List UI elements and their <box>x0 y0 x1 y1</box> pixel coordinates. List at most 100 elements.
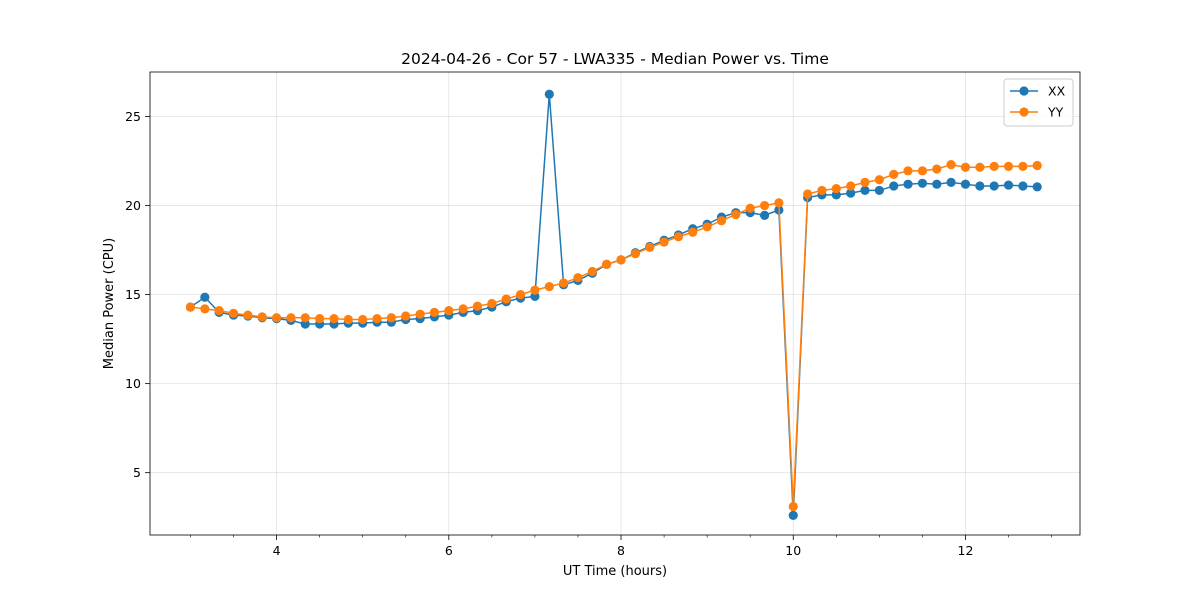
data-point-yy <box>645 242 655 253</box>
legend: XX YY <box>1003 78 1074 127</box>
data-point-yy <box>444 306 454 316</box>
y-tick-label: 10 <box>125 376 141 391</box>
data-point-xx <box>200 292 210 302</box>
y-axis-label: Median Power (CPU) <box>102 238 117 369</box>
data-point-yy <box>702 222 712 232</box>
data-point-xx <box>759 210 770 220</box>
data-point-xx <box>960 179 971 189</box>
data-point-yy <box>903 166 913 176</box>
data-point-yy <box>515 290 526 300</box>
data-point-yy <box>630 249 641 259</box>
x-axis-label: UT Time (hours) <box>563 564 667 579</box>
data-point-yy <box>458 304 468 314</box>
data-point-yy <box>558 278 569 288</box>
data-point-yy <box>315 314 325 324</box>
data-point-yy <box>228 308 239 318</box>
legend-marker-xx <box>1019 86 1029 96</box>
data-point-xx <box>1003 180 1014 190</box>
data-point-xx <box>975 181 985 191</box>
data-point-yy <box>774 198 784 208</box>
data-point-yy <box>472 301 483 311</box>
data-point-yy <box>1032 160 1042 171</box>
data-point-yy <box>487 298 497 309</box>
data-point-yy <box>200 304 210 314</box>
data-point-yy <box>271 313 282 323</box>
data-point-xx <box>917 178 928 188</box>
data-point-xx <box>860 185 870 196</box>
chart-title: 2024-04-26 - Cor 57 - LWA335 - Median Po… <box>401 50 829 68</box>
data-point-yy <box>401 311 411 321</box>
data-point-yy <box>415 309 425 319</box>
data-point-yy <box>759 200 770 211</box>
data-point-yy <box>214 306 224 316</box>
data-point-xx <box>889 181 899 191</box>
data-point-yy <box>846 181 856 191</box>
data-point-xx <box>544 89 554 99</box>
data-point-yy <box>386 313 396 323</box>
data-point-yy <box>673 232 684 242</box>
data-point-yy <box>329 314 339 324</box>
data-point-xx <box>946 177 956 188</box>
data-point-yy <box>932 164 942 174</box>
grid <box>150 72 1080 535</box>
data-point-yy <box>946 160 956 170</box>
plot-frame <box>149 71 1081 536</box>
data-point-yy <box>688 227 698 237</box>
data-point-yy <box>788 501 798 512</box>
data-point-yy <box>659 237 669 247</box>
legend-label-xx: XX <box>1048 84 1066 99</box>
axis-ticks: 4 6 8 10 12 5 10 15 20 25 <box>125 109 1052 558</box>
data-point-yy <box>530 285 540 295</box>
x-tick-label: 10 <box>785 543 801 558</box>
data-point-yy <box>960 162 971 172</box>
data-point-yy <box>343 314 353 325</box>
y-tick-label: 20 <box>125 198 141 213</box>
data-point-yy <box>501 294 511 304</box>
data-point-yy <box>1018 161 1028 171</box>
data-point-xx <box>788 510 798 521</box>
data-point-yy <box>286 313 296 323</box>
data-point-xx <box>1018 181 1028 191</box>
data-point-xx <box>846 188 856 198</box>
data-point-yy <box>602 259 612 269</box>
data-point-yy <box>358 314 368 325</box>
data-point-yy <box>616 255 626 265</box>
data-point-yy <box>917 166 928 176</box>
data-point-yy <box>185 302 196 312</box>
data-point-yy <box>587 266 597 277</box>
data-point-yy <box>257 312 267 322</box>
data-point-yy <box>860 177 870 188</box>
data-point-yy <box>300 313 310 323</box>
x-tick-label: 6 <box>445 543 453 558</box>
data-point-yy <box>372 314 382 324</box>
data-point-yy <box>731 209 741 220</box>
data-point-yy <box>803 189 813 199</box>
data-point-yy <box>1003 161 1014 171</box>
data-point-yy <box>874 175 884 185</box>
data-point-yy <box>975 162 985 172</box>
y-tick-label: 25 <box>125 109 141 124</box>
plot-series <box>185 89 1042 521</box>
x-tick-label: 4 <box>273 543 281 558</box>
data-point-xx <box>1032 182 1042 192</box>
data-point-yy <box>989 161 999 171</box>
data-point-xx <box>989 181 999 191</box>
data-point-xx <box>903 179 913 189</box>
data-point-yy <box>889 169 899 179</box>
data-point-yy <box>243 310 253 320</box>
data-point-yy <box>429 307 440 317</box>
data-point-yy <box>573 273 583 283</box>
data-point-yy <box>831 184 841 194</box>
data-point-xx <box>932 179 942 189</box>
legend-marker-yy <box>1019 107 1029 117</box>
data-point-xx <box>874 185 884 196</box>
data-point-yy <box>716 216 727 226</box>
data-point-yy <box>817 185 827 196</box>
data-point-yy <box>544 281 554 292</box>
x-tick-label: 12 <box>958 543 974 558</box>
legend-label-yy: YY <box>1047 105 1064 120</box>
series-yy <box>185 160 1042 512</box>
y-tick-label: 5 <box>133 465 141 480</box>
y-tick-label: 15 <box>125 287 141 302</box>
